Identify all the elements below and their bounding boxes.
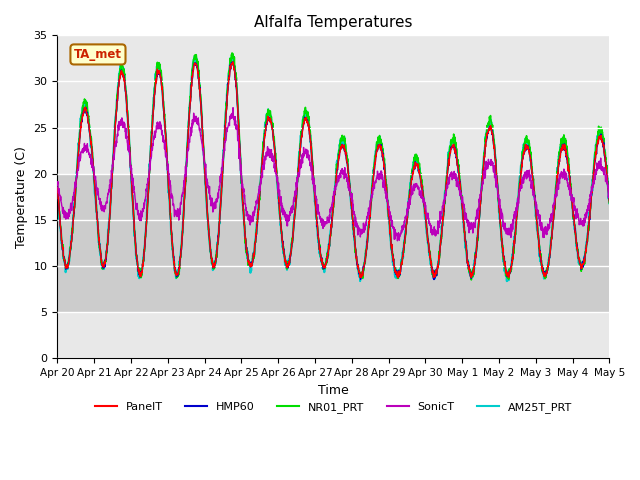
NR01_PRT: [54, 183, 61, 189]
Legend: PanelT, HMP60, NR01_PRT, SonicT, AM25T_PRT: PanelT, HMP60, NR01_PRT, SonicT, AM25T_P…: [90, 397, 577, 417]
Line: PanelT: PanelT: [58, 62, 609, 278]
NR01_PRT: [362, 253, 369, 259]
HMP60: [54, 185, 61, 191]
AM25T_PRT: [557, 138, 565, 144]
Line: NR01_PRT: NR01_PRT: [58, 53, 609, 280]
AM25T_PRT: [208, 257, 216, 263]
X-axis label: Time: Time: [318, 384, 349, 396]
HMP60: [557, 147, 565, 153]
Title: Alfalfa Temperatures: Alfalfa Temperatures: [254, 15, 413, 30]
AM25T_PRT: [605, 201, 613, 206]
PanelT: [557, 146, 565, 152]
NR01_PRT: [605, 200, 613, 206]
SonicT: [557, 174, 565, 180]
PanelT: [573, 240, 580, 246]
AM25T_PRT: [349, 231, 357, 237]
AM25T_PRT: [503, 278, 511, 284]
SonicT: [349, 211, 357, 217]
AM25T_PRT: [362, 254, 369, 260]
HMP60: [229, 59, 237, 65]
NR01_PRT: [207, 254, 215, 260]
SonicT: [207, 202, 215, 208]
AM25T_PRT: [494, 191, 502, 197]
AM25T_PRT: [573, 243, 580, 249]
Text: TA_met: TA_met: [74, 48, 122, 61]
NR01_PRT: [494, 189, 502, 194]
AM25T_PRT: [191, 54, 198, 60]
NR01_PRT: [228, 50, 236, 56]
Y-axis label: Temperature (C): Temperature (C): [15, 146, 28, 248]
NR01_PRT: [573, 241, 580, 247]
PanelT: [207, 255, 215, 261]
SonicT: [494, 194, 502, 200]
SonicT: [362, 220, 369, 226]
HMP60: [430, 276, 438, 282]
NR01_PRT: [557, 138, 565, 144]
NR01_PRT: [467, 277, 475, 283]
HMP60: [207, 255, 215, 261]
HMP60: [573, 240, 580, 246]
SonicT: [573, 211, 580, 216]
PanelT: [229, 59, 237, 65]
PanelT: [54, 185, 61, 191]
Line: SonicT: SonicT: [58, 108, 609, 241]
HMP60: [605, 197, 613, 203]
Line: AM25T_PRT: AM25T_PRT: [58, 57, 609, 281]
AM25T_PRT: [54, 187, 61, 192]
NR01_PRT: [349, 228, 357, 233]
SonicT: [54, 182, 61, 188]
HMP60: [494, 194, 502, 200]
SonicT: [394, 238, 401, 244]
PanelT: [494, 192, 502, 198]
PanelT: [362, 254, 369, 260]
Bar: [58, 174, 609, 312]
Line: HMP60: HMP60: [58, 62, 609, 279]
PanelT: [394, 275, 402, 281]
HMP60: [362, 254, 369, 260]
PanelT: [605, 199, 613, 205]
HMP60: [349, 227, 357, 232]
SonicT: [605, 185, 613, 191]
PanelT: [349, 227, 357, 232]
SonicT: [229, 105, 237, 110]
